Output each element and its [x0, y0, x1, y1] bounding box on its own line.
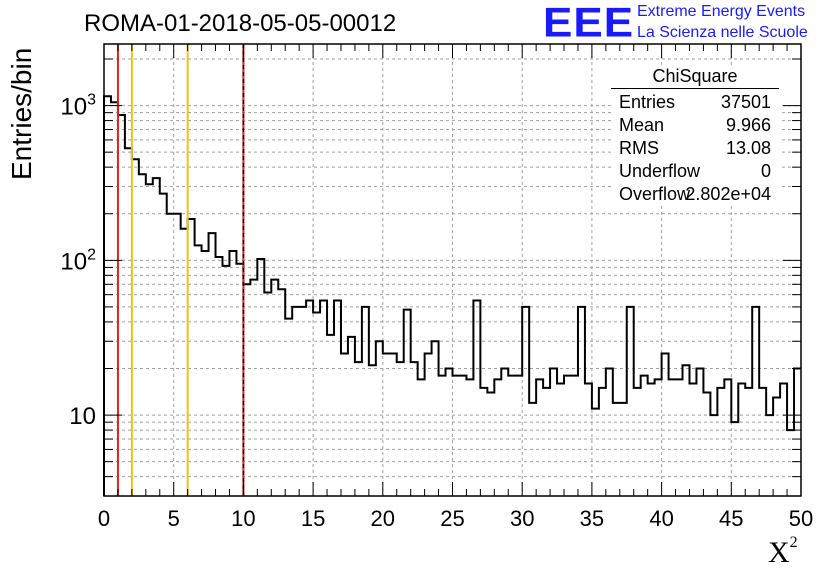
x-tick-label: 15	[301, 506, 325, 531]
stats-label: Underflow	[619, 161, 701, 181]
logo-line-2: La Scienza nelle Scuole	[637, 24, 808, 41]
stats-value: 0	[760, 161, 771, 181]
y-axis-ticks: 10 102 103	[60, 92, 96, 431]
stats-row-entries: Entries 37501	[611, 91, 779, 114]
stats-value: 9.966	[725, 115, 771, 135]
stats-row-overflow: Overflow 2.802e+04	[611, 183, 779, 206]
eee-logo: EEE	[543, 0, 635, 46]
axes	[103, 43, 802, 497]
stats-row-rms: RMS 13.08	[611, 137, 779, 160]
x-tick-label: 25	[440, 506, 464, 531]
x-axis-label-base: X	[768, 536, 790, 569]
histogram-step-line	[103, 95, 801, 496]
x-axis-label-superscript: 2	[789, 534, 798, 551]
stats-value: 2.802e+04	[685, 184, 771, 204]
stats-label: Entries	[619, 92, 676, 112]
stats-label: Overflow	[619, 184, 691, 204]
logo-line-1: Extreme Energy Events	[637, 3, 806, 20]
x-tick-label: 40	[649, 506, 673, 531]
stats-row-underflow: Underflow 0	[611, 160, 779, 183]
stats-value: 13.08	[725, 138, 771, 158]
y-axis-label: Entries/bin	[6, 47, 37, 180]
y-tick-label: 103	[60, 92, 96, 121]
y-tick-label: 10	[69, 403, 96, 430]
x-tick-label: 35	[580, 506, 604, 531]
histogram	[103, 95, 801, 496]
x-axis-label: X2	[768, 534, 798, 570]
stats-value: 37501	[720, 92, 771, 112]
y-tick-label: 102	[60, 246, 96, 275]
x-tick-label: 0	[98, 506, 110, 531]
stats-box-title: ChiSquare	[611, 66, 779, 89]
x-tick-label: 10	[231, 506, 255, 531]
stats-label: Mean	[619, 115, 665, 135]
plot-title: ROMA-01-2018-05-05-00012	[84, 10, 397, 37]
stats-box: ChiSquare Entries 37501 Mean 9.966 RMS 1…	[611, 66, 779, 206]
x-tick-label: 20	[371, 506, 395, 531]
x-tick-label: 50	[789, 506, 813, 531]
stats-row-mean: Mean 9.966	[611, 114, 779, 137]
stats-label: RMS	[619, 138, 659, 158]
x-axis-ticks: 0 5 10 15 20 25 30 35 40 45 50	[98, 506, 813, 531]
x-tick-label: 5	[168, 506, 180, 531]
vertical-lines	[116, 44, 245, 496]
x-tick-label: 30	[510, 506, 534, 531]
x-tick-label: 45	[719, 506, 743, 531]
